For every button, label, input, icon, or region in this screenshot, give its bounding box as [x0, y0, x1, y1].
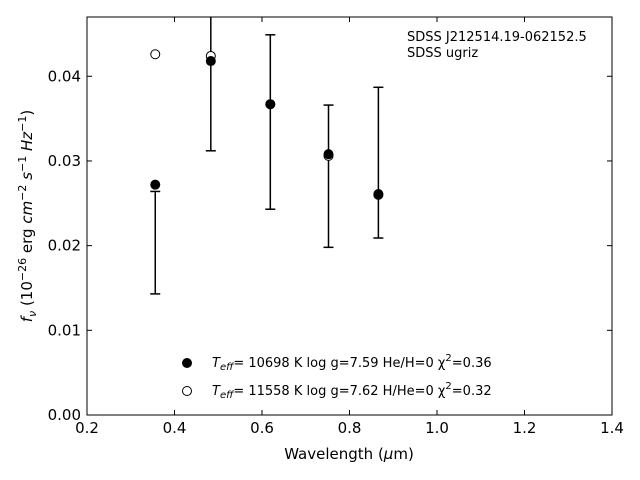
y-tick-label: 0.03 — [48, 152, 81, 170]
x-tick-label: 0.4 — [163, 419, 187, 437]
x-tick-label: 0.2 — [75, 419, 99, 437]
model-point-filled — [205, 56, 216, 67]
legend-marker-open — [182, 386, 192, 396]
model-point-filled — [373, 188, 384, 199]
legend-marker-filled — [182, 358, 192, 368]
y-axis-label: fν (10−26 erg cm−2 s−1 Hz−1) — [16, 110, 39, 323]
x-axis-label: Wavelength (μm) — [284, 445, 414, 463]
y-tick-label: 0.01 — [48, 321, 81, 339]
x-tick-label: 1.4 — [600, 419, 624, 437]
x-tick-label: 0.8 — [338, 419, 362, 437]
model-point-open — [150, 49, 161, 60]
legend: Teff= 10698 K log g=7.59 He/H=0 χ2=0.36 … — [182, 353, 492, 401]
y-axis: 0.00 0.01 0.02 0.03 0.04 — [48, 67, 612, 424]
y-tick-label: 0.00 — [48, 406, 81, 424]
legend-entry-2: Teff= 11558 K log g=7.62 H/He=0 χ2=0.32 — [212, 381, 492, 401]
filter-set: SDSS ugriz — [407, 46, 478, 61]
x-tick-label: 1.2 — [513, 419, 537, 437]
y-tick-label: 0.02 — [48, 237, 81, 255]
y-tick-label: 0.04 — [48, 67, 81, 85]
model-point-filled — [150, 179, 161, 190]
x-tick-label: 0.6 — [250, 419, 274, 437]
legend-entry-1: Teff= 10698 K log g=7.59 He/H=0 χ2=0.36 — [212, 353, 492, 373]
model-point-filled — [265, 99, 276, 110]
x-tick-label: 1.0 — [425, 419, 449, 437]
object-name: SDSS J212514.19-062152.5 — [407, 30, 587, 45]
x-axis: 0.2 0.4 0.6 0.8 1.0 1.2 1.4 — [75, 17, 624, 437]
data-points — [150, 49, 384, 200]
model-point-filled — [323, 149, 334, 160]
error-bars — [150, 17, 384, 295]
